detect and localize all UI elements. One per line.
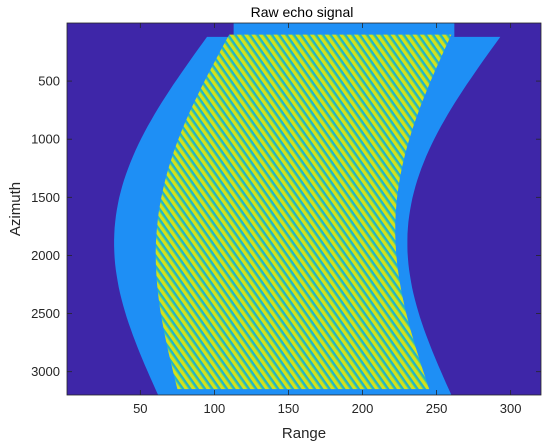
- x-tick-label: 200: [352, 401, 374, 416]
- plot-box: [66, 22, 542, 396]
- y-tick-label: 2000: [31, 248, 60, 263]
- chart-title: Raw echo signal: [251, 4, 354, 20]
- plot-area: [67, 23, 541, 395]
- y-tick-label: 2500: [31, 306, 60, 321]
- y-tick-label: 3000: [31, 364, 60, 379]
- heatmap-marks: [114, 23, 501, 395]
- x-tick-label: 150: [278, 401, 300, 416]
- y-tick-label: 1000: [31, 132, 60, 147]
- x-axis: 50 100 150 200 250 300: [133, 23, 521, 416]
- x-tick-label: 100: [204, 401, 226, 416]
- y-tick-label: 500: [38, 74, 60, 89]
- fringe-band: [155, 34, 452, 390]
- x-axis-label: Range: [282, 425, 326, 442]
- x-tick-label: 50: [133, 401, 147, 416]
- y-tick-label: 1500: [31, 190, 60, 205]
- y-axis-label: Azimuth: [7, 182, 24, 236]
- x-tick-label: 300: [500, 401, 522, 416]
- y-axis: 500 1000 1500 2000 2500 3000: [31, 74, 541, 379]
- x-tick-label: 250: [426, 401, 448, 416]
